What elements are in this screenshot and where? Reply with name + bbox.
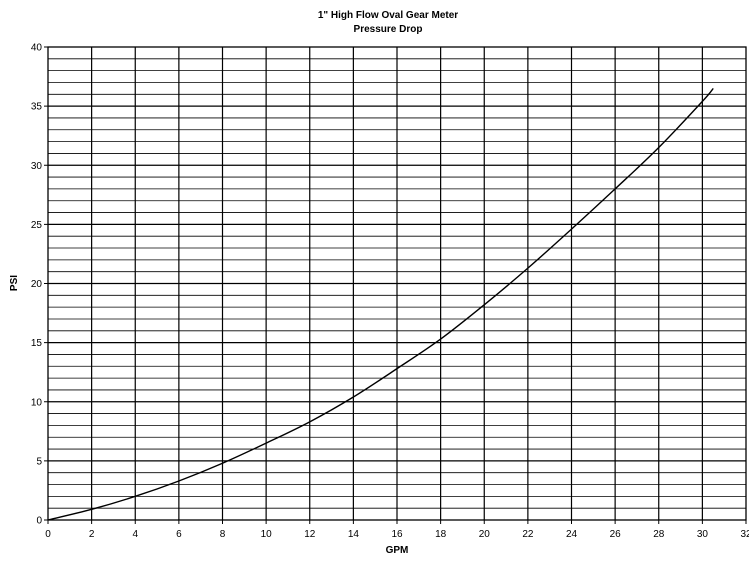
x-tick-label: 6 bbox=[176, 529, 182, 540]
x-tick-label: 18 bbox=[435, 529, 447, 540]
x-tick-label: 22 bbox=[522, 529, 534, 540]
chart-title: 1" High Flow Oval Gear Meter bbox=[318, 10, 458, 21]
x-tick-label: 16 bbox=[391, 529, 403, 540]
y-tick-labels: 0 5 10 15 20 25 30 35 40 bbox=[31, 43, 43, 527]
y-tick-label: 40 bbox=[31, 43, 43, 54]
y-axis-label: PSI bbox=[9, 275, 20, 291]
x-tick-labels: 0 2 4 6 8 10 12 14 16 18 20 22 24 26 28 30 32 bbox=[45, 529, 749, 540]
y-tick-label: 15 bbox=[31, 338, 43, 349]
chart-subtitle: Pressure Drop bbox=[354, 24, 423, 35]
x-tick-label: 12 bbox=[304, 529, 316, 540]
x-tick-label: 26 bbox=[610, 529, 622, 540]
x-tick-label: 8 bbox=[220, 529, 226, 540]
y-tick-label: 10 bbox=[31, 397, 43, 408]
y-tick-label: 25 bbox=[31, 220, 43, 231]
x-axis-label: GPM bbox=[386, 545, 409, 556]
x-tick-label: 24 bbox=[566, 529, 578, 540]
x-tick-label: 10 bbox=[261, 529, 273, 540]
x-tick-label: 0 bbox=[45, 529, 51, 540]
x-tick-label: 4 bbox=[132, 529, 138, 540]
y-tick-label: 0 bbox=[36, 516, 42, 527]
y-tick-label: 35 bbox=[31, 102, 43, 113]
y-tick-label: 5 bbox=[36, 456, 42, 467]
grid bbox=[48, 47, 746, 520]
x-tick-label: 2 bbox=[89, 529, 95, 540]
axes bbox=[44, 46, 747, 524]
x-tick-label: 32 bbox=[740, 529, 749, 540]
y-tick-label: 20 bbox=[31, 279, 43, 290]
x-tick-label: 14 bbox=[348, 529, 360, 540]
pressure-drop-curve bbox=[47, 87, 714, 521]
x-tick-label: 30 bbox=[697, 529, 709, 540]
series-layer bbox=[47, 87, 714, 521]
y-tick-label: 30 bbox=[31, 161, 43, 172]
x-tick-label: 20 bbox=[479, 529, 491, 540]
x-tick-label: 28 bbox=[653, 529, 665, 540]
